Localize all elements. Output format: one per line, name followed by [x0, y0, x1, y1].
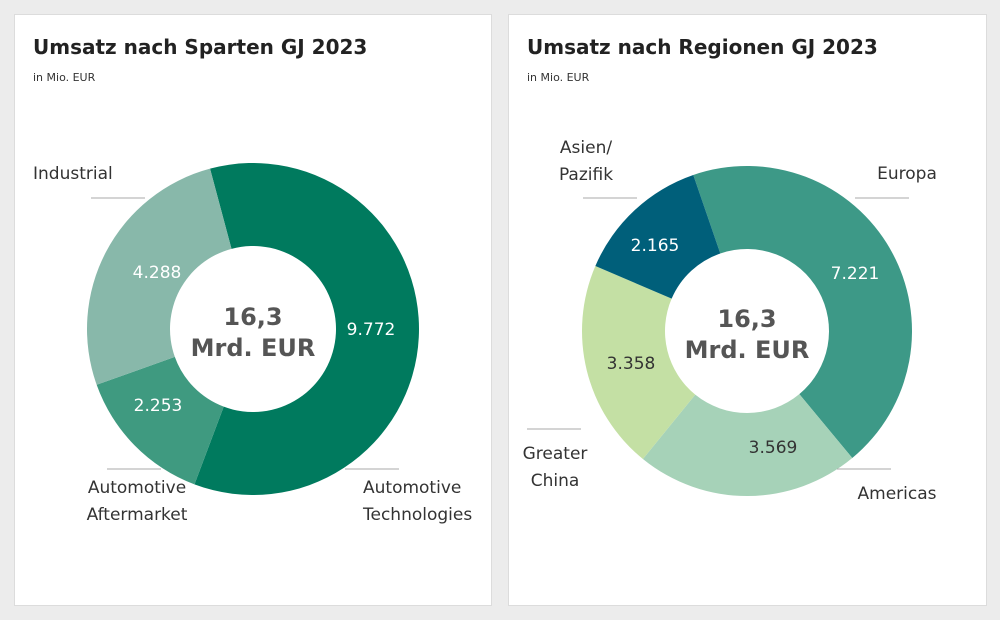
category-label: Automotive [88, 478, 186, 498]
category-label: Americas [858, 484, 937, 504]
category-label: Pazifik [559, 165, 613, 185]
category-label: Industrial [33, 164, 113, 184]
value-label: 9.772 [347, 320, 396, 340]
center-total-label: Mrd. EUR [191, 334, 316, 362]
value-label: 2.165 [631, 236, 680, 256]
donut-slice [642, 394, 853, 496]
value-label: 4.288 [133, 263, 182, 283]
donut-slice [87, 168, 232, 385]
center-total-label: 16,3 [717, 305, 776, 333]
donut-slice [194, 162, 420, 495]
category-label: Greater [523, 444, 588, 464]
chart-title: Umsatz nach Regionen GJ 2023 [527, 35, 878, 59]
donut-slice [582, 265, 696, 460]
chart-subtitle: in Mio. EUR [527, 71, 590, 84]
center-total-label: Mrd. EUR [685, 336, 810, 364]
donut-slice [595, 174, 721, 299]
value-label: 2.253 [134, 396, 183, 416]
chart-title: Umsatz nach Sparten GJ 2023 [33, 35, 368, 59]
value-label: 7.221 [831, 264, 880, 284]
category-label: China [531, 471, 580, 491]
category-label: Europa [877, 164, 937, 184]
category-label: Asien/ [560, 138, 612, 158]
chart-card-regionen: Umsatz nach Regionen GJ 2023 in Mio. EUR… [508, 14, 987, 606]
category-label: Technologies [362, 505, 472, 525]
donut-slice [693, 166, 912, 459]
center-total-label: 16,3 [223, 303, 282, 331]
category-label: Automotive [363, 478, 461, 498]
value-label: 3.569 [749, 438, 798, 458]
value-label: 3.358 [607, 354, 656, 374]
category-label: Aftermarket [87, 505, 188, 525]
chart-subtitle: in Mio. EUR [33, 71, 96, 84]
chart-card-sparten: Umsatz nach Sparten GJ 2023 in Mio. EUR … [14, 14, 492, 606]
donut-chart: 9.772 Automotive Technologies 2.253 Automoti… [33, 162, 472, 525]
donut-slice [96, 356, 224, 485]
donut-chart: 7.221 Europa 3.569 Americas 3.358 Greater Chin… [523, 138, 937, 504]
